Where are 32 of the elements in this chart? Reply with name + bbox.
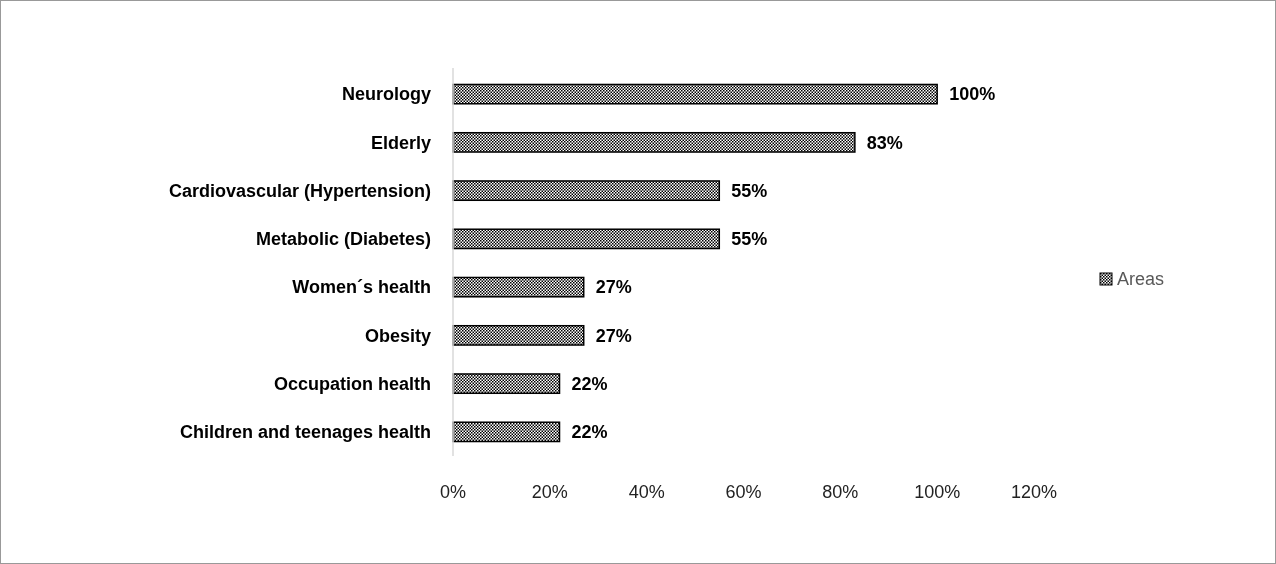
y-tick-label: Women´s health — [292, 277, 431, 298]
x-tick-label: 40% — [628, 482, 665, 503]
data-label: 55% — [731, 229, 768, 250]
data-label: 27% — [595, 277, 632, 298]
legend-label: Areas — [1117, 269, 1165, 290]
x-tick-label: 120% — [1010, 482, 1058, 503]
data-label: 83% — [866, 132, 903, 153]
x-tick-label: 100% — [914, 482, 961, 503]
data-label: 27% — [595, 325, 632, 346]
x-tick-label: 60% — [725, 482, 762, 503]
x-tick-label: 0% — [439, 482, 467, 503]
y-tick-label: Obesity — [364, 325, 431, 346]
x-tick-label: 20% — [531, 482, 568, 503]
bar — [452, 373, 561, 395]
data-label: 100% — [949, 84, 996, 105]
bar — [452, 276, 585, 298]
x-tick-label: 80% — [822, 482, 859, 503]
data-label: 22% — [571, 373, 608, 394]
y-tick-label: Cardiovascular (Hypertension) — [168, 180, 431, 201]
bar — [452, 228, 721, 250]
y-tick-label: Neurology — [341, 84, 431, 105]
data-label: 22% — [571, 422, 608, 443]
y-tick-label: Metabolic (Diabetes) — [255, 229, 431, 250]
y-tick-label: Elderly — [370, 132, 431, 153]
bar — [452, 131, 856, 153]
bar — [452, 421, 561, 443]
bar — [452, 324, 585, 346]
data-label: 55% — [731, 180, 768, 201]
y-tick-label: Children and teenages health — [179, 422, 431, 443]
y-tick-label: Occupation health — [273, 373, 431, 394]
bar — [452, 83, 938, 105]
bar — [452, 180, 721, 202]
